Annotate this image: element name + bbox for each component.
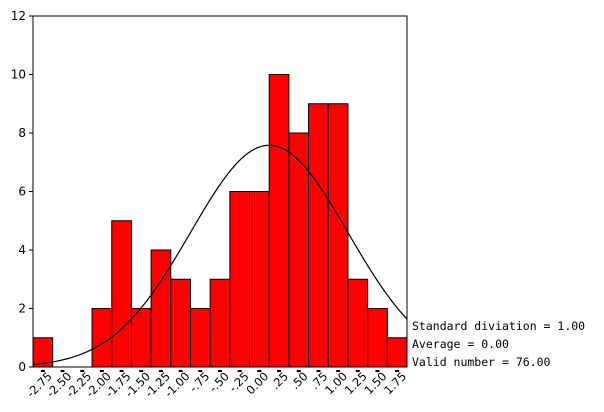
histogram-bar bbox=[91, 308, 113, 368]
normal-curve bbox=[32, 144, 408, 366]
histogram-bar bbox=[249, 191, 270, 368]
x-axis: -2.75-2.50-2.25-2.00-1.75-1.50-1.25-1.00… bbox=[24, 369, 409, 400]
y-tick-label: 0 bbox=[18, 360, 26, 374]
histogram-bar bbox=[386, 337, 408, 368]
histogram-bar bbox=[268, 74, 290, 368]
histogram-bar bbox=[150, 249, 172, 368]
y-tick-label: 6 bbox=[18, 185, 26, 199]
x-tick-label: .50 bbox=[288, 369, 311, 392]
y-tick-label: 12 bbox=[11, 9, 26, 23]
histogram-bar bbox=[209, 278, 231, 368]
x-tick-label: .25 bbox=[268, 369, 291, 392]
average-text: Average = 0.00 bbox=[412, 337, 509, 351]
histogram-bar bbox=[189, 308, 211, 368]
histogram-bar bbox=[111, 220, 132, 368]
histogram-bar bbox=[170, 278, 191, 368]
y-axis: 0 2 4 6 8 10 12 bbox=[11, 9, 33, 374]
y-tick-label: 4 bbox=[18, 243, 26, 257]
histogram-bar bbox=[327, 103, 349, 368]
histogram-bar bbox=[229, 191, 251, 368]
y-tick-label: 8 bbox=[18, 126, 26, 140]
y-tick-label: 2 bbox=[18, 302, 26, 316]
histogram-bar bbox=[130, 308, 152, 368]
x-tick-label: 0.00 bbox=[243, 369, 271, 397]
bars-group bbox=[32, 74, 408, 368]
std-deviation-text: Standard diviation = 1.00 bbox=[412, 319, 586, 333]
histogram-bar bbox=[347, 278, 369, 368]
valid-number-text: Valid number = 76.00 bbox=[412, 355, 551, 369]
stats-panel: Standard diviation = 1.00 Average = 0.00… bbox=[412, 317, 585, 371]
y-tick-label: 10 bbox=[11, 68, 26, 82]
x-tick-label: 1.75 bbox=[381, 369, 409, 397]
histogram-bar bbox=[308, 103, 329, 368]
histogram-bar bbox=[367, 308, 388, 368]
